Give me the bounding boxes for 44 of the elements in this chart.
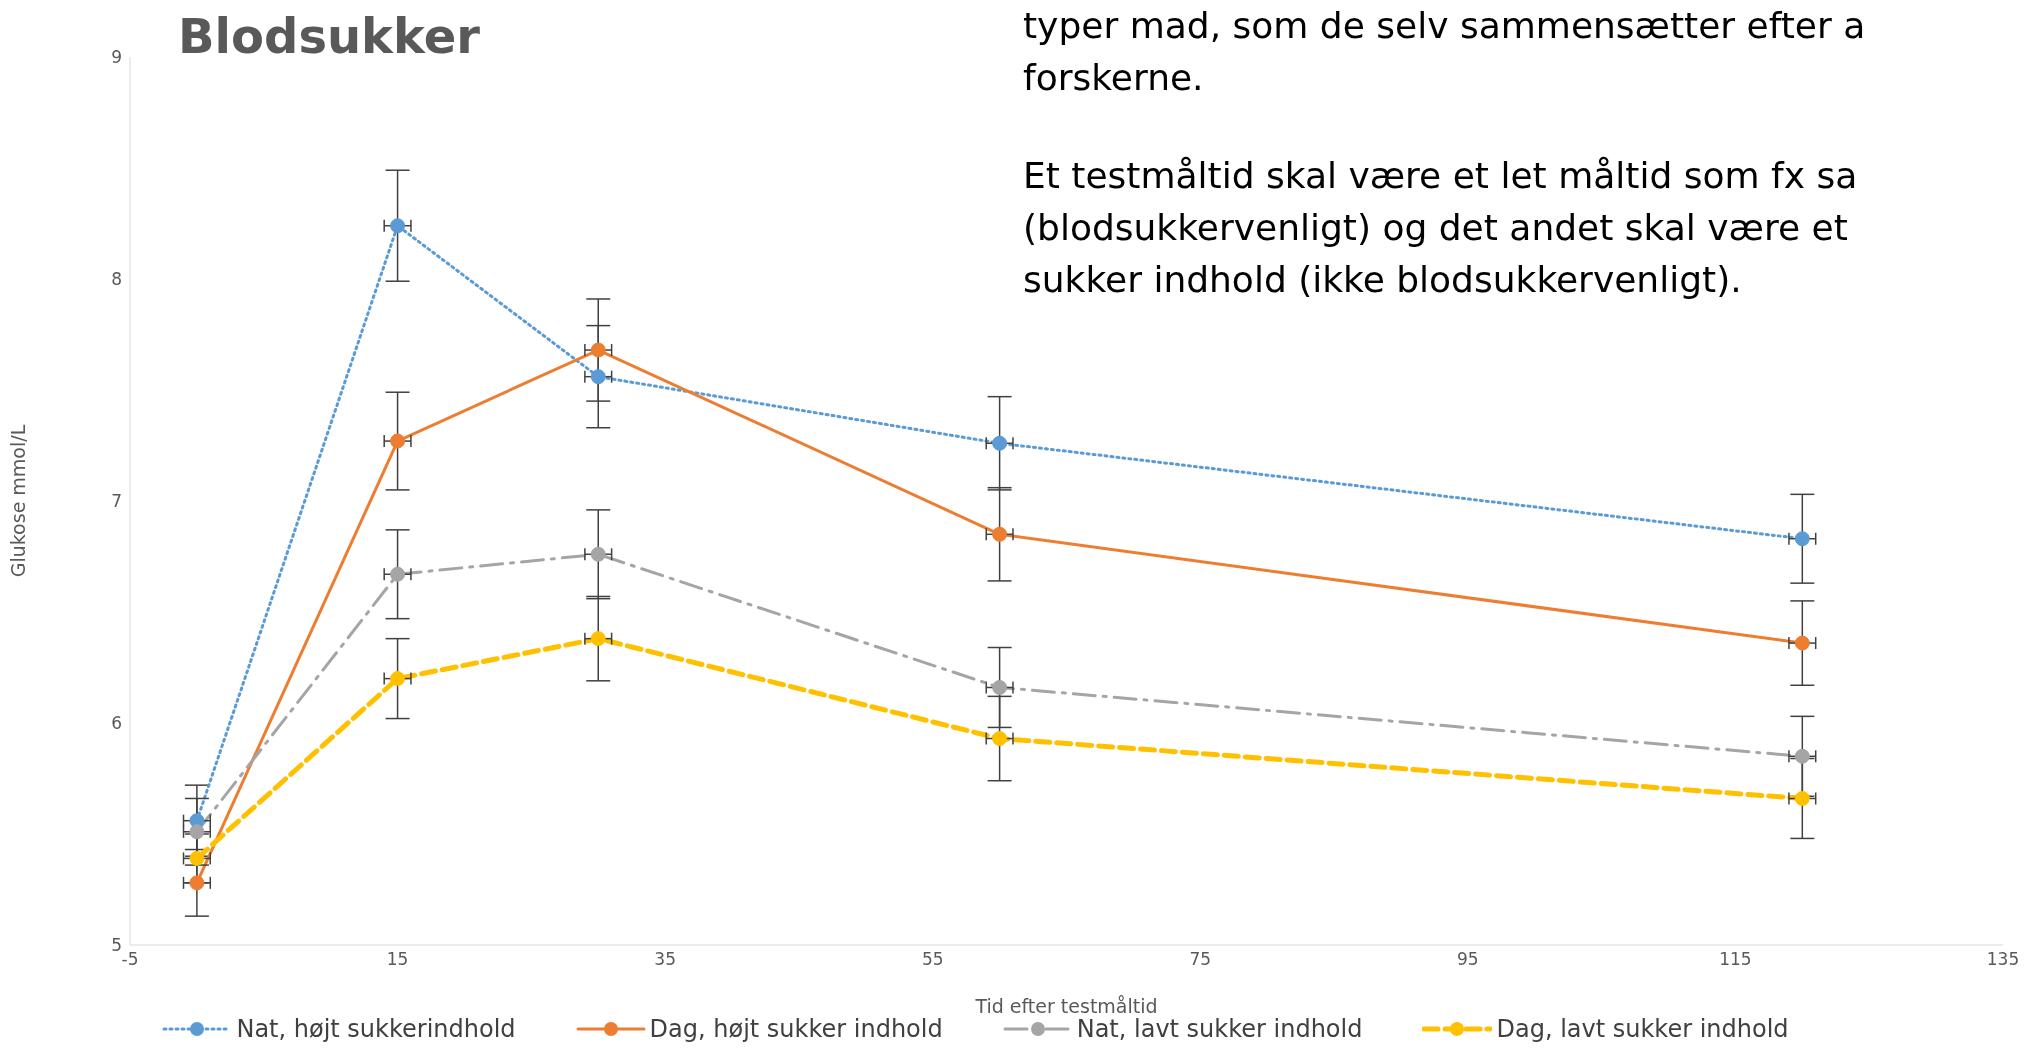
point	[992, 526, 1008, 542]
x-tick-label: -5	[121, 949, 139, 970]
annotation: sukker indhold (ikke blodsukkervenligt).	[1023, 258, 1743, 302]
x-tick-label: 75	[1189, 949, 1212, 970]
legend-label: Dag, højt sukker indhold	[649, 1015, 943, 1043]
legend-label: Dag, lavt sukker indhold	[1496, 1015, 1789, 1043]
point	[590, 369, 606, 385]
y-axis-title: Glukose mmol/L	[6, 424, 29, 578]
point	[992, 679, 1008, 695]
point	[390, 433, 406, 449]
x-tick-label: 55	[921, 949, 944, 970]
x-axis-title: Tid efter testmåltid	[974, 995, 1158, 1017]
point	[390, 566, 406, 582]
point	[189, 824, 205, 840]
point	[1794, 531, 1810, 547]
annotation: Et testmåltid skal være et let måltid som fx sa	[1023, 154, 1859, 198]
x-tick-label: 15	[386, 949, 409, 970]
point	[189, 850, 205, 866]
point	[590, 631, 606, 647]
text: typer mad, som de selv sammensætter efter a	[1023, 4, 1866, 48]
point	[1794, 635, 1810, 651]
annotation: (blodsukkervenligt) og det andet skal være et	[1023, 206, 1849, 250]
point	[590, 342, 606, 358]
x-tick-label: 115	[1719, 949, 1752, 970]
x-tick-label: 135	[1986, 949, 2020, 970]
point	[189, 875, 205, 891]
y-tick-label: 5	[111, 935, 122, 956]
legend-label: Nat, højt sukkerindhold	[236, 1015, 516, 1043]
point	[992, 731, 1008, 747]
annotation: forskerne.	[1023, 56, 1205, 100]
y-tick-label: 6	[111, 713, 122, 734]
point	[590, 546, 606, 562]
x-tick-label: 35	[654, 949, 676, 970]
chart-title: Blodsukker	[178, 8, 480, 64]
point	[1794, 748, 1810, 764]
point	[390, 671, 406, 687]
point	[992, 435, 1008, 451]
point	[390, 218, 406, 234]
x-tick-label: 95	[1457, 949, 1479, 970]
legend-label: Nat, lavt sukker indhold	[1076, 1015, 1363, 1043]
y-tick-label: 7	[111, 491, 122, 512]
y-tick-label: 9	[111, 47, 122, 68]
y-tick-label: 8	[111, 269, 122, 290]
point	[1794, 790, 1810, 806]
